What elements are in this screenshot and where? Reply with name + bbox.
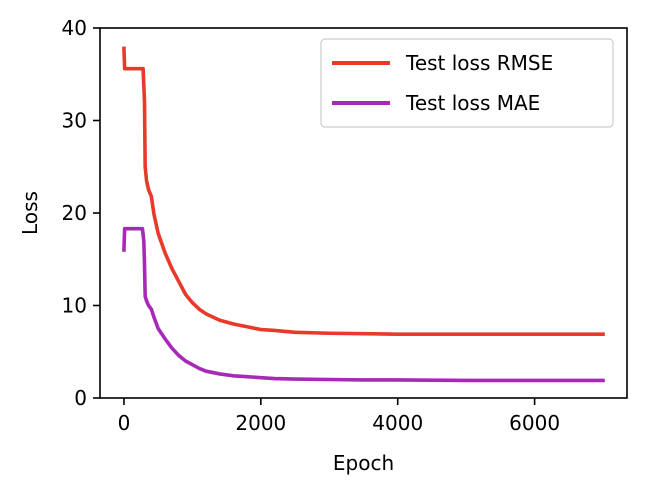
y-tick-label: 40	[62, 16, 87, 40]
y-tick-label: 30	[62, 109, 87, 133]
y-axis-ticks: 0 10 20 30 40	[62, 16, 100, 410]
y-axis-label: Loss	[18, 191, 42, 235]
series-layer	[122, 46, 605, 383]
y-tick-label: 20	[62, 201, 87, 225]
y-tick-label: 10	[62, 294, 87, 318]
x-axis-ticks: 0 2000 4000 6000	[118, 398, 560, 435]
y-tick-label: 0	[74, 386, 87, 410]
legend-label-mae: Test loss MAE	[405, 91, 540, 115]
x-tick-label: 4000	[372, 411, 423, 435]
series-line-1	[122, 226, 605, 383]
legend: Test loss RMSE Test loss MAE	[320, 38, 614, 128]
legend-box	[320, 38, 614, 128]
x-tick-label: 2000	[235, 411, 286, 435]
x-tick-label: 6000	[509, 411, 560, 435]
x-tick-label: 0	[118, 411, 131, 435]
series-line-0	[122, 46, 605, 336]
x-axis-label: Epoch	[333, 451, 394, 475]
legend-label-rmse: Test loss RMSE	[405, 51, 553, 75]
